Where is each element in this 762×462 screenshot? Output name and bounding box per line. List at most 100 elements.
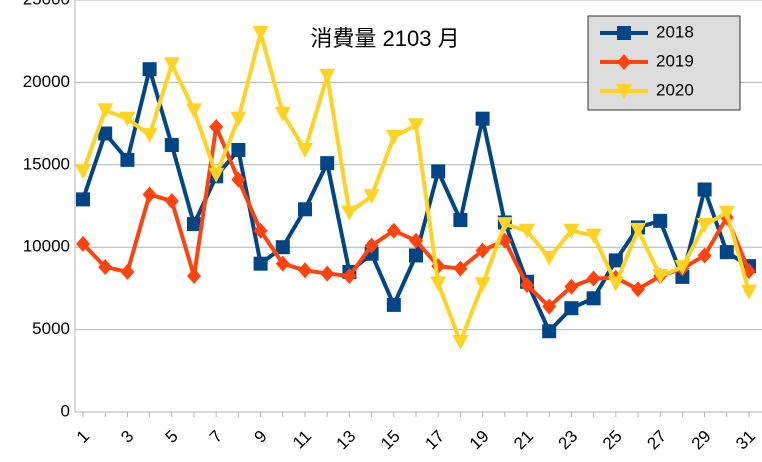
marker: [607, 276, 624, 292]
marker: [409, 232, 423, 249]
marker: [586, 291, 601, 306]
x-tick-label: 7: [206, 427, 226, 447]
marker: [320, 156, 335, 171]
marker: [585, 228, 602, 244]
marker: [475, 242, 490, 259]
x-tick-label: 27: [643, 427, 670, 454]
legend-label: 2019: [656, 51, 694, 70]
marker: [653, 213, 668, 228]
marker: [453, 260, 468, 277]
x-tick-label: 25: [599, 427, 626, 454]
marker: [164, 138, 179, 153]
marker: [386, 297, 401, 312]
y-tick-label: 15000: [23, 154, 70, 173]
marker: [97, 103, 114, 119]
marker: [274, 106, 291, 122]
legend-label: 2018: [656, 22, 694, 41]
marker: [120, 152, 135, 167]
chart-title: 消費量 2103 月: [310, 26, 459, 51]
x-tick-label: 23: [555, 427, 582, 454]
marker: [564, 278, 579, 295]
marker: [696, 217, 713, 233]
marker: [563, 223, 580, 239]
marker: [75, 164, 91, 180]
x-tick-label: 3: [117, 427, 137, 447]
marker: [253, 256, 268, 271]
x-tick-label: 5: [162, 427, 182, 447]
legend-marker: [616, 84, 632, 99]
marker: [142, 62, 157, 77]
marker: [164, 193, 179, 210]
marker: [718, 205, 735, 221]
marker: [697, 247, 712, 264]
series-line: [81, 124, 751, 309]
marker: [298, 262, 312, 279]
marker: [408, 118, 424, 134]
marker: [697, 182, 712, 197]
marker: [341, 205, 358, 221]
marker: [76, 192, 90, 207]
marker: [542, 298, 557, 315]
marker: [231, 171, 246, 188]
marker: [519, 223, 535, 239]
x-tick-label: 9: [250, 427, 270, 447]
x-tick-label: 11: [289, 427, 315, 453]
x-tick-label: 1: [73, 427, 93, 447]
marker: [474, 277, 491, 293]
marker: [475, 111, 490, 126]
marker: [297, 142, 313, 158]
marker: [163, 57, 180, 73]
x-tick-label: 31: [732, 427, 759, 454]
marker: [119, 111, 136, 127]
marker: [385, 129, 402, 145]
marker: [342, 268, 357, 285]
marker: [520, 277, 534, 294]
marker: [275, 240, 290, 255]
legend-marker: [617, 54, 631, 70]
marker: [541, 250, 558, 266]
x-tick-label: 17: [421, 427, 448, 454]
marker: [431, 164, 446, 179]
marker: [586, 270, 601, 287]
x-tick-label: 29: [688, 427, 715, 454]
marker: [141, 128, 158, 144]
legend-label: 2020: [656, 80, 694, 99]
marker: [652, 269, 669, 285]
marker: [453, 213, 468, 228]
marker: [430, 276, 447, 292]
x-tick-label: 21: [510, 427, 537, 454]
marker: [452, 334, 469, 350]
marker: [208, 167, 225, 183]
marker: [253, 222, 268, 239]
marker: [363, 189, 380, 205]
marker: [187, 217, 201, 232]
marker: [675, 269, 690, 284]
marker: [275, 255, 290, 272]
marker: [409, 248, 423, 263]
marker: [76, 235, 90, 252]
y-tick-label: 25000: [23, 0, 70, 8]
marker: [608, 253, 623, 268]
marker: [741, 284, 757, 300]
marker: [386, 222, 401, 239]
marker: [98, 258, 113, 275]
marker: [319, 68, 336, 84]
x-tick-label: 19: [466, 427, 493, 454]
marker: [496, 217, 513, 233]
y-tick-label: 10000: [23, 237, 70, 256]
marker: [142, 186, 157, 203]
marker: [542, 324, 557, 339]
marker: [187, 268, 201, 285]
marker: [719, 245, 734, 260]
legend-marker: [617, 26, 631, 40]
y-tick-label: 20000: [23, 72, 70, 91]
marker: [209, 118, 224, 135]
x-tick-label: 13: [333, 427, 360, 454]
marker: [230, 111, 247, 127]
marker: [120, 263, 135, 280]
marker: [674, 259, 691, 275]
marker: [320, 265, 335, 282]
marker: [98, 126, 113, 141]
marker: [231, 142, 246, 157]
